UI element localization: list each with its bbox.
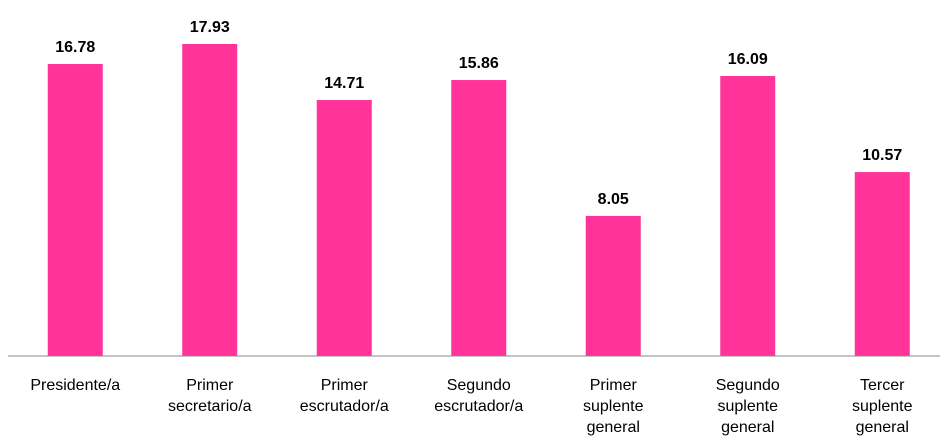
bar — [854, 172, 910, 356]
value-label: 16.09 — [728, 51, 768, 68]
bar — [720, 76, 776, 356]
x-tick-label: Primer suplente general — [583, 377, 644, 436]
value-label: 17.93 — [190, 19, 230, 36]
x-tick-label: Segundo escrutador/a — [434, 377, 523, 415]
bar — [182, 44, 238, 356]
value-label: 10.57 — [862, 147, 902, 164]
value-label: 15.86 — [459, 55, 499, 72]
value-label: 16.78 — [55, 39, 95, 56]
bar — [451, 80, 507, 356]
value-label: 8.05 — [598, 191, 629, 208]
bar — [316, 100, 372, 357]
bar — [47, 64, 103, 356]
x-tick-label: Primer secretario/a — [168, 377, 252, 415]
bar — [585, 215, 641, 356]
x-tick-label: Primer escrutador/a — [300, 377, 389, 415]
x-tick-label: Tercer suplente general — [852, 377, 913, 436]
value-label: 14.71 — [324, 75, 364, 92]
x-tick-label: Presidente/a — [30, 377, 120, 394]
x-tick-label: Segundo suplente general — [716, 377, 780, 436]
